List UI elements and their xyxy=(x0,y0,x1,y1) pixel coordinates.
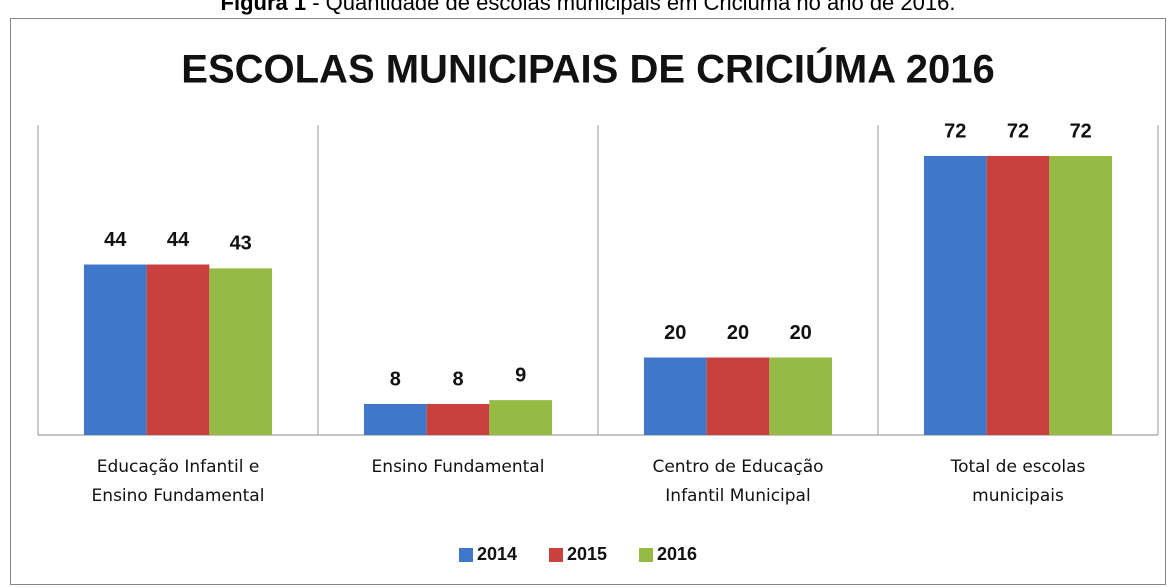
data-label: 8 xyxy=(452,368,463,390)
bar xyxy=(209,268,273,435)
caption-label: Figura 1 xyxy=(221,0,307,15)
chart-border xyxy=(10,18,1166,585)
x-tick-label: Ensino Fundamental xyxy=(371,457,545,477)
bar xyxy=(923,156,987,435)
legend-swatch xyxy=(639,548,653,562)
data-label: 44 xyxy=(104,229,127,251)
bar xyxy=(706,357,770,435)
caption-text: - Quantidade de escolas municipais em Cr… xyxy=(306,0,955,15)
chart-title: ESCOLAS MUNICIPAIS DE CRICIÚMA 2016 xyxy=(181,46,994,92)
bar xyxy=(1049,156,1113,435)
legend-label: 2016 xyxy=(657,544,697,564)
caption: Figura 1 - Quantidade de escolas municip… xyxy=(221,0,956,15)
bar xyxy=(363,404,427,435)
data-label: 72 xyxy=(1007,120,1029,142)
data-label: 9 xyxy=(515,364,526,386)
data-label: 72 xyxy=(1070,120,1092,142)
x-tick-label: Centro de Educação Infantil Municipal xyxy=(652,457,824,506)
data-label: 72 xyxy=(944,120,966,142)
bar xyxy=(83,264,147,435)
bar xyxy=(986,156,1050,435)
bar xyxy=(426,404,490,435)
data-label: 43 xyxy=(230,233,252,255)
data-label: 20 xyxy=(790,322,812,344)
bar xyxy=(643,357,707,435)
legend-label: 2015 xyxy=(567,544,607,564)
x-tick-label: Educação Infantil e Ensino Fundamental xyxy=(91,457,265,506)
x-tick-label: Total de escolas municipais xyxy=(950,457,1086,506)
bar xyxy=(146,264,210,435)
legend-swatch xyxy=(549,548,563,562)
data-label: 44 xyxy=(167,229,190,251)
bar xyxy=(769,357,833,435)
legend-label: 2014 xyxy=(477,544,517,564)
data-label: 20 xyxy=(727,322,749,344)
data-label: 8 xyxy=(390,368,401,390)
bar xyxy=(489,400,553,435)
data-label: 20 xyxy=(664,322,686,344)
legend-swatch xyxy=(459,548,473,562)
